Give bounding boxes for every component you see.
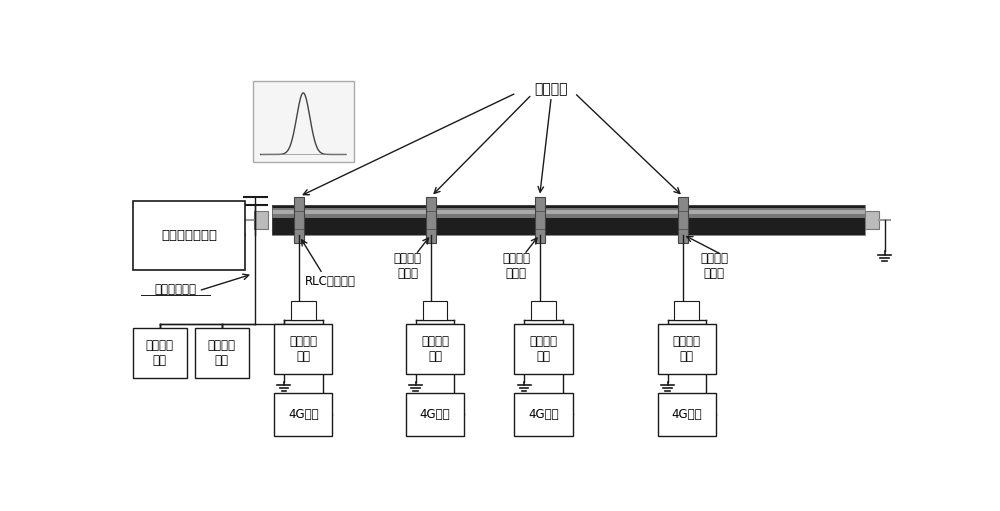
Bar bbox=[133, 201, 245, 270]
Text: 信号采集
模块: 信号采集 模块 bbox=[421, 335, 449, 363]
Text: 电缆接头: 电缆接头 bbox=[534, 82, 568, 96]
Bar bbox=[272, 208, 865, 219]
Bar bbox=[272, 210, 865, 214]
Text: RLC耦合电路: RLC耦合电路 bbox=[305, 275, 356, 288]
Bar bbox=[514, 393, 573, 435]
Bar bbox=[514, 324, 573, 374]
Text: 预埋容性
传感器: 预埋容性 传感器 bbox=[502, 252, 530, 280]
Bar bbox=[254, 211, 268, 229]
Text: 高压耦合电容: 高压耦合电容 bbox=[154, 283, 196, 296]
Text: 信号采集
模块: 信号采集 模块 bbox=[673, 335, 701, 363]
Bar bbox=[272, 205, 865, 235]
Text: 信号采集
模块: 信号采集 模块 bbox=[208, 339, 236, 367]
Bar bbox=[294, 197, 304, 243]
Text: 信号采集
模块: 信号采集 模块 bbox=[530, 335, 558, 363]
Text: 预埋容性
传感器: 预埋容性 传感器 bbox=[394, 252, 422, 280]
Bar bbox=[291, 301, 316, 320]
Bar bbox=[406, 393, 464, 435]
Bar bbox=[274, 393, 332, 435]
Text: 4G模块: 4G模块 bbox=[420, 408, 450, 421]
Bar bbox=[274, 324, 332, 374]
Bar bbox=[658, 324, 716, 374]
Text: 信号采集
模块: 信号采集 模块 bbox=[289, 335, 317, 363]
Bar bbox=[531, 301, 556, 320]
Text: 4G模块: 4G模块 bbox=[672, 408, 702, 421]
Bar bbox=[133, 328, 187, 378]
Bar bbox=[658, 393, 716, 435]
Text: 信号接收
装置: 信号接收 装置 bbox=[146, 339, 174, 367]
Bar bbox=[253, 81, 354, 162]
Text: 4G模块: 4G模块 bbox=[528, 408, 559, 421]
Text: 4G模块: 4G模块 bbox=[288, 408, 319, 421]
Bar bbox=[272, 205, 865, 235]
Bar bbox=[423, 301, 447, 320]
Text: 脉冲信号发生器: 脉冲信号发生器 bbox=[161, 229, 217, 242]
Bar bbox=[426, 197, 436, 243]
Bar bbox=[195, 328, 249, 378]
Bar bbox=[406, 324, 464, 374]
Bar bbox=[535, 197, 545, 243]
Bar bbox=[674, 301, 699, 320]
Bar bbox=[865, 211, 879, 229]
Bar bbox=[678, 197, 688, 243]
Text: 预埋容性
传感器: 预埋容性 传感器 bbox=[700, 252, 728, 280]
Bar bbox=[241, 217, 244, 223]
